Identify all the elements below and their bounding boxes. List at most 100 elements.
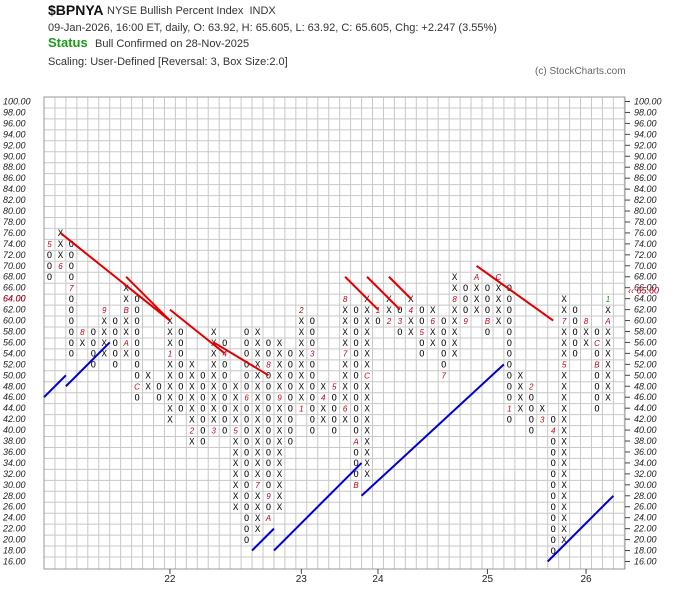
scaling-info: Scaling: User-Defined [Reversal: 3, Box … [48, 56, 288, 68]
o-box: O [572, 306, 577, 316]
month-marker: 6 [244, 394, 249, 403]
y-tick-label-left: 100.00 [3, 97, 31, 107]
y-tick-label-right: 46.00 [634, 392, 657, 402]
support-trendline [251, 527, 275, 552]
x-box: X [605, 394, 611, 404]
x-box: X [255, 339, 261, 349]
x-box: X [233, 492, 239, 502]
o-box: O [112, 350, 117, 360]
x-box: X [255, 350, 261, 360]
x-box: X [277, 383, 283, 393]
o-box: O [134, 328, 139, 338]
o-box: O [200, 404, 205, 414]
o-box: O [397, 328, 402, 338]
x-box: X [364, 437, 370, 447]
y-tick-label-right: 40.00 [634, 425, 657, 435]
o-box: O [353, 459, 358, 469]
x-box: X [561, 394, 567, 404]
y-tick-label-right: 48.00 [634, 381, 657, 391]
o-box: O [178, 350, 183, 360]
x-box: X [364, 404, 370, 414]
o-box: O [485, 284, 490, 294]
o-box: O [353, 361, 358, 371]
o-box: O [69, 262, 74, 272]
x-axis-label: 24 [372, 574, 384, 585]
o-box: O [485, 328, 490, 338]
x-box: X [321, 383, 327, 393]
x-box: X [277, 470, 283, 480]
o-box: O [594, 383, 599, 393]
x-box: X [277, 404, 283, 414]
y-tick-label-left: 64.00 [3, 294, 26, 304]
o-box: O [134, 339, 139, 349]
x-box: X [80, 339, 86, 349]
x-box: X [211, 415, 217, 425]
y-tick-label-right: 16.00 [634, 557, 657, 567]
x-box: X [561, 481, 567, 491]
y-tick-label-right: 70.00 [634, 261, 657, 271]
resistance-trendline [125, 276, 171, 322]
o-box: O [222, 415, 227, 425]
x-box: X [364, 470, 370, 480]
o-box: O [594, 394, 599, 404]
x-box: X [255, 394, 261, 404]
o-box: O [112, 328, 117, 338]
o-box: O [507, 339, 512, 349]
y-tick-label-left: 46.00 [3, 392, 26, 402]
x-box: X [299, 328, 305, 338]
o-box: O [266, 426, 271, 436]
o-box: O [244, 459, 249, 469]
y-tick-label-right: 86.00 [634, 173, 657, 183]
x-box: X [102, 339, 108, 349]
o-box: O [441, 361, 446, 371]
x-box: X [561, 437, 567, 447]
month-marker: 4 [409, 306, 414, 315]
o-box: O [266, 437, 271, 447]
chart-symbol: $BPNYA [48, 2, 104, 18]
x-box: X [364, 383, 370, 393]
y-tick-label-right: 56.00 [634, 337, 657, 347]
x-box: X [167, 415, 173, 425]
x-box: X [167, 394, 173, 404]
y-tick-label-left: 32.00 [3, 469, 26, 479]
y-tick-label-right: 60.00 [634, 316, 657, 326]
x-box: X [123, 350, 129, 360]
pf-column: O3O [397, 306, 402, 338]
o-box: O [266, 339, 271, 349]
o-box: O [288, 350, 293, 360]
x-box: X [277, 350, 283, 360]
o-box: O [222, 394, 227, 404]
month-marker: 9 [277, 394, 282, 403]
x-box: X [561, 415, 567, 425]
o-box: O [550, 514, 555, 524]
x-box: X [342, 339, 348, 349]
y-tick-label-right: 72.00 [634, 250, 657, 260]
x-box: X [255, 383, 261, 393]
y-tick-label-left: 70.00 [3, 261, 26, 271]
o-box: O [47, 273, 52, 283]
month-marker: 2 [386, 317, 392, 326]
o-box: O [507, 350, 512, 360]
o-box: O [353, 394, 358, 404]
o-box: O [507, 361, 512, 371]
x-box: X [255, 328, 261, 338]
y-tick-label-left: 18.00 [3, 546, 26, 556]
x-box: X [342, 328, 348, 338]
x-box: X [430, 328, 436, 338]
y-tick-label-left: 24.00 [2, 513, 26, 523]
x-box: X [561, 492, 567, 502]
o-box: O [178, 372, 183, 382]
o-box: O [441, 350, 446, 360]
month-marker: 8 [452, 295, 457, 304]
x-box: X [255, 372, 261, 382]
y-tick-label-left: 38.00 [3, 436, 26, 446]
